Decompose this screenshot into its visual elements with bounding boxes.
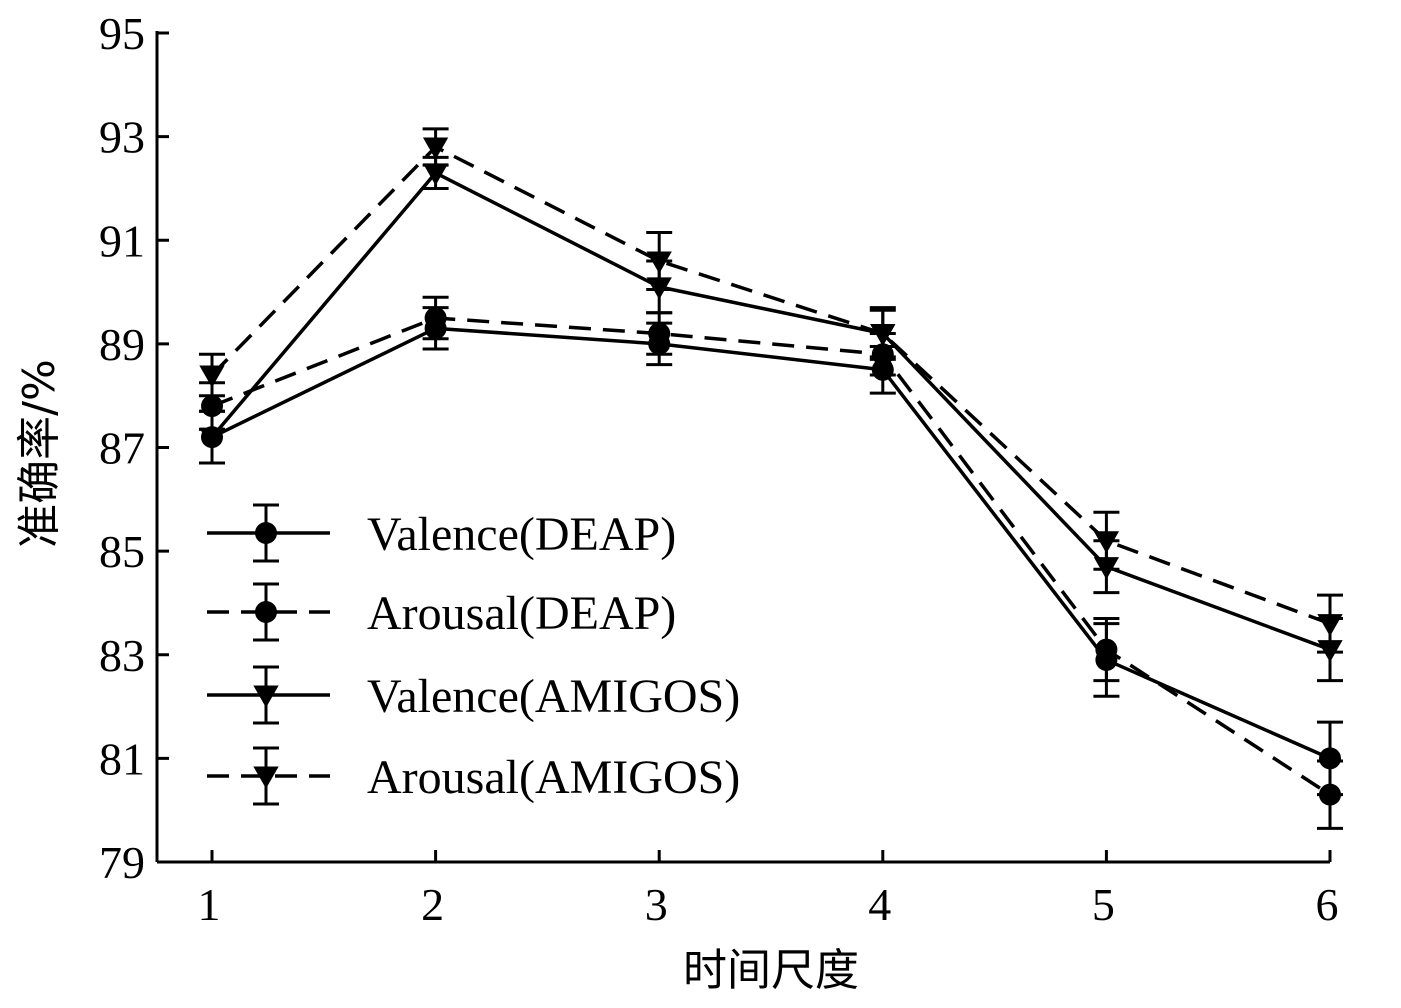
legend-label: Valence(AMIGOS) (367, 670, 740, 723)
legend-item: Valence(DEAP) (207, 503, 676, 563)
x-axis-title: 时间尺度 (683, 945, 859, 996)
data-point (1319, 747, 1341, 770)
x-tick-label: 6 (1316, 879, 1339, 930)
legend-marker (253, 766, 279, 789)
series-line (210, 145, 1331, 626)
x-tick-label: 4 (868, 879, 891, 930)
x-tick-label: 3 (645, 879, 668, 930)
y-tick-label: 83 (99, 630, 145, 681)
y-tick-label: 89 (99, 319, 145, 370)
data-point (422, 137, 449, 160)
y-tick-label: 85 (99, 526, 145, 577)
data-point (1319, 783, 1341, 806)
data-point (1095, 638, 1118, 661)
data-point (199, 365, 225, 388)
series-line (211, 326, 1331, 760)
data-point (1317, 614, 1343, 637)
y-tick-label: 95 (99, 8, 145, 59)
legend-item: Valence(AMIGOS) (207, 665, 740, 725)
x-tick-label: 2 (421, 879, 444, 930)
legend-label: Valence(DEAP) (367, 508, 676, 561)
y-tick-label: 91 (99, 215, 145, 266)
series-line (210, 171, 1331, 652)
legend-item: Arousal(DEAP) (207, 582, 676, 642)
y-tick-label: 81 (99, 733, 145, 784)
data-point (870, 324, 896, 347)
x-ticks: 1 2 3 4 5 6 (198, 850, 1339, 930)
data-point (1093, 531, 1120, 554)
legend-marker (253, 685, 279, 708)
data-point (424, 306, 447, 329)
y-tick-label: 93 (99, 112, 145, 163)
series-line (211, 316, 1331, 797)
legend: Valence(DEAP) Arousal(DEAP) Valence(AMIGOS… (207, 503, 740, 806)
y-tick-label: 87 (99, 423, 145, 474)
series-arousal-amigos (199, 127, 1343, 654)
x-tick-label: 5 (1092, 879, 1115, 930)
legend-label: Arousal(AMIGOS) (367, 751, 740, 804)
data-point (648, 322, 671, 345)
data-point (646, 251, 672, 274)
axes (155, 31, 1330, 864)
y-tick-label: 79 (99, 837, 145, 888)
y-axis-title: 准确率/% (14, 359, 65, 548)
series-layer (199, 127, 1343, 830)
data-point (199, 427, 225, 450)
y-ticks: 79 81 83 85 87 89 91 93 95 (99, 8, 169, 888)
legend-marker (255, 601, 277, 623)
legend-marker (255, 522, 277, 544)
data-point (422, 163, 449, 186)
series-arousal-deap (199, 295, 1343, 830)
legend-label: Arousal(DEAP) (367, 587, 676, 640)
x-tick-label: 1 (198, 879, 221, 930)
legend-item: Arousal(AMIGOS) (207, 746, 740, 806)
